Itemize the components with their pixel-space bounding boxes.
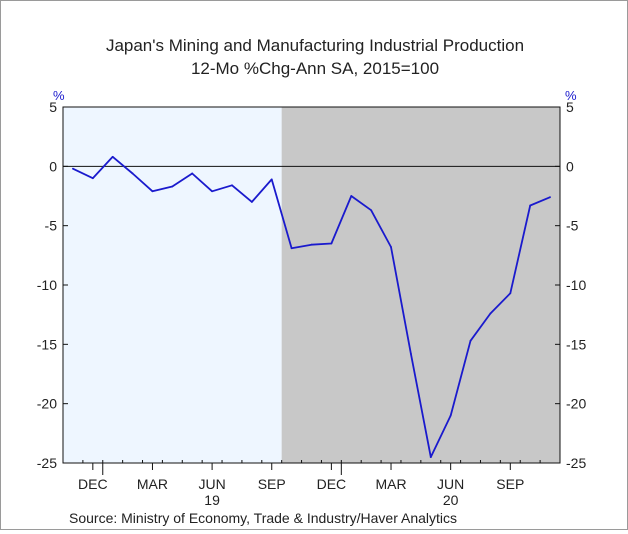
data-point (250, 201, 253, 203)
y-tick-label-left: 5 (49, 99, 57, 115)
data-point (211, 190, 214, 193)
data-point (91, 177, 94, 180)
y-tick-label-left: -20 (37, 396, 57, 412)
y-tick-label-right: -5 (566, 218, 579, 234)
x-tick-label: MAR (137, 476, 168, 492)
y-unit-right: % (565, 88, 577, 103)
y-tick-label-right: 5 (566, 99, 574, 115)
data-point (310, 243, 313, 246)
data-point (191, 172, 194, 175)
x-tick-label: JUN (437, 476, 464, 492)
y-tick-label-left: -25 (37, 455, 57, 471)
x-tick-label: SEP (258, 476, 286, 492)
data-point (171, 185, 174, 188)
data-point (330, 242, 333, 245)
chart-subtitle: 12-Mo %Chg-Ann SA, 2015=100 (191, 59, 439, 78)
data-point (350, 195, 353, 197)
data-point (111, 155, 114, 158)
y-tick-label-left: -5 (45, 218, 58, 234)
source-note: Source: Ministry of Economy, Trade & Ind… (69, 510, 457, 526)
data-point (231, 184, 233, 187)
data-point (469, 339, 472, 342)
data-point (549, 196, 551, 199)
data-point (429, 456, 432, 458)
x-year-label: 19 (204, 492, 220, 508)
x-tick-label: MAR (375, 476, 406, 492)
y-tick-label-right: 0 (566, 158, 574, 174)
chart-title: Japan's Mining and Manufacturing Industr… (106, 36, 524, 55)
data-point (509, 292, 512, 295)
y-unit-left: % (53, 88, 65, 103)
data-point (390, 246, 392, 248)
x-tick-label: DEC (317, 476, 347, 492)
data-point (131, 172, 134, 175)
y-tick-label-left: -10 (37, 277, 57, 293)
y-tick-label-right: -15 (566, 336, 586, 352)
data-point (151, 190, 154, 193)
x-year-label: 20 (443, 492, 459, 508)
data-point (72, 167, 74, 170)
data-point (270, 178, 273, 181)
y-tick-label-left: -15 (37, 336, 57, 352)
y-tick-label-right: -10 (566, 277, 586, 293)
x-tick-label: SEP (496, 476, 524, 492)
data-point (370, 209, 373, 212)
x-tick-label: JUN (198, 476, 225, 492)
data-point (449, 414, 452, 417)
x-tick-label: DEC (78, 476, 108, 492)
data-point (529, 204, 532, 207)
data-point (410, 352, 412, 355)
data-point (489, 312, 492, 315)
plot-area: 5 5 0 0 -5 -5 -10 -10 -15 -15 -20 -20 -25 -25 DEC MAR JU… (37, 99, 587, 508)
y-tick-label-left: 0 (49, 158, 57, 174)
y-tick-label-right: -20 (566, 396, 586, 412)
y-tick-label-right: -25 (566, 455, 586, 471)
data-point (290, 247, 293, 250)
